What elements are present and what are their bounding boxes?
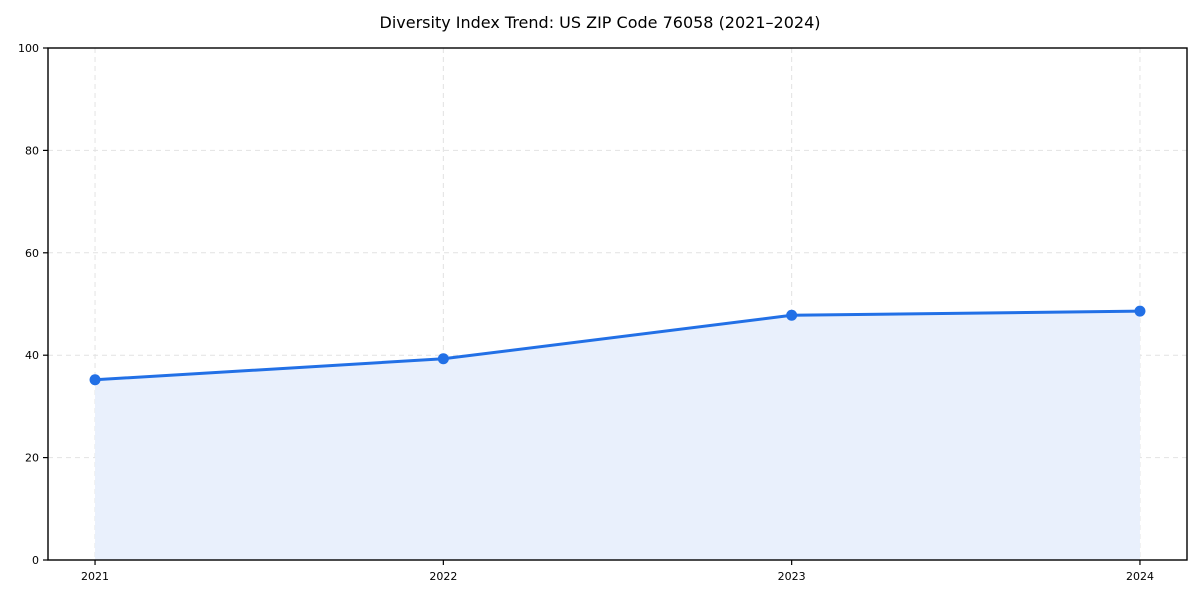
y-tick-label: 0 [32,554,39,567]
x-tick-label: 2024 [1126,570,1154,583]
plot-border [47,47,1188,561]
series-line [93,309,1142,382]
data-point-marker [437,353,449,365]
y-tick-label: 100 [18,42,39,55]
x-tick-label: 2023 [778,570,806,583]
x-tick-label: 2021 [81,570,109,583]
data-point-marker [786,309,798,321]
chart-title: Diversity Index Trend: US ZIP Code 76058… [379,13,821,32]
x-tick-label: 2022 [429,570,457,583]
y-tick-label: 40 [25,349,39,362]
y-tick-label: 60 [25,247,39,260]
series-area [95,311,1140,560]
data-point-marker [1134,305,1146,317]
y-tick-label: 80 [25,144,39,157]
y-tick-label: 20 [25,452,39,465]
data-point-marker [89,374,101,386]
